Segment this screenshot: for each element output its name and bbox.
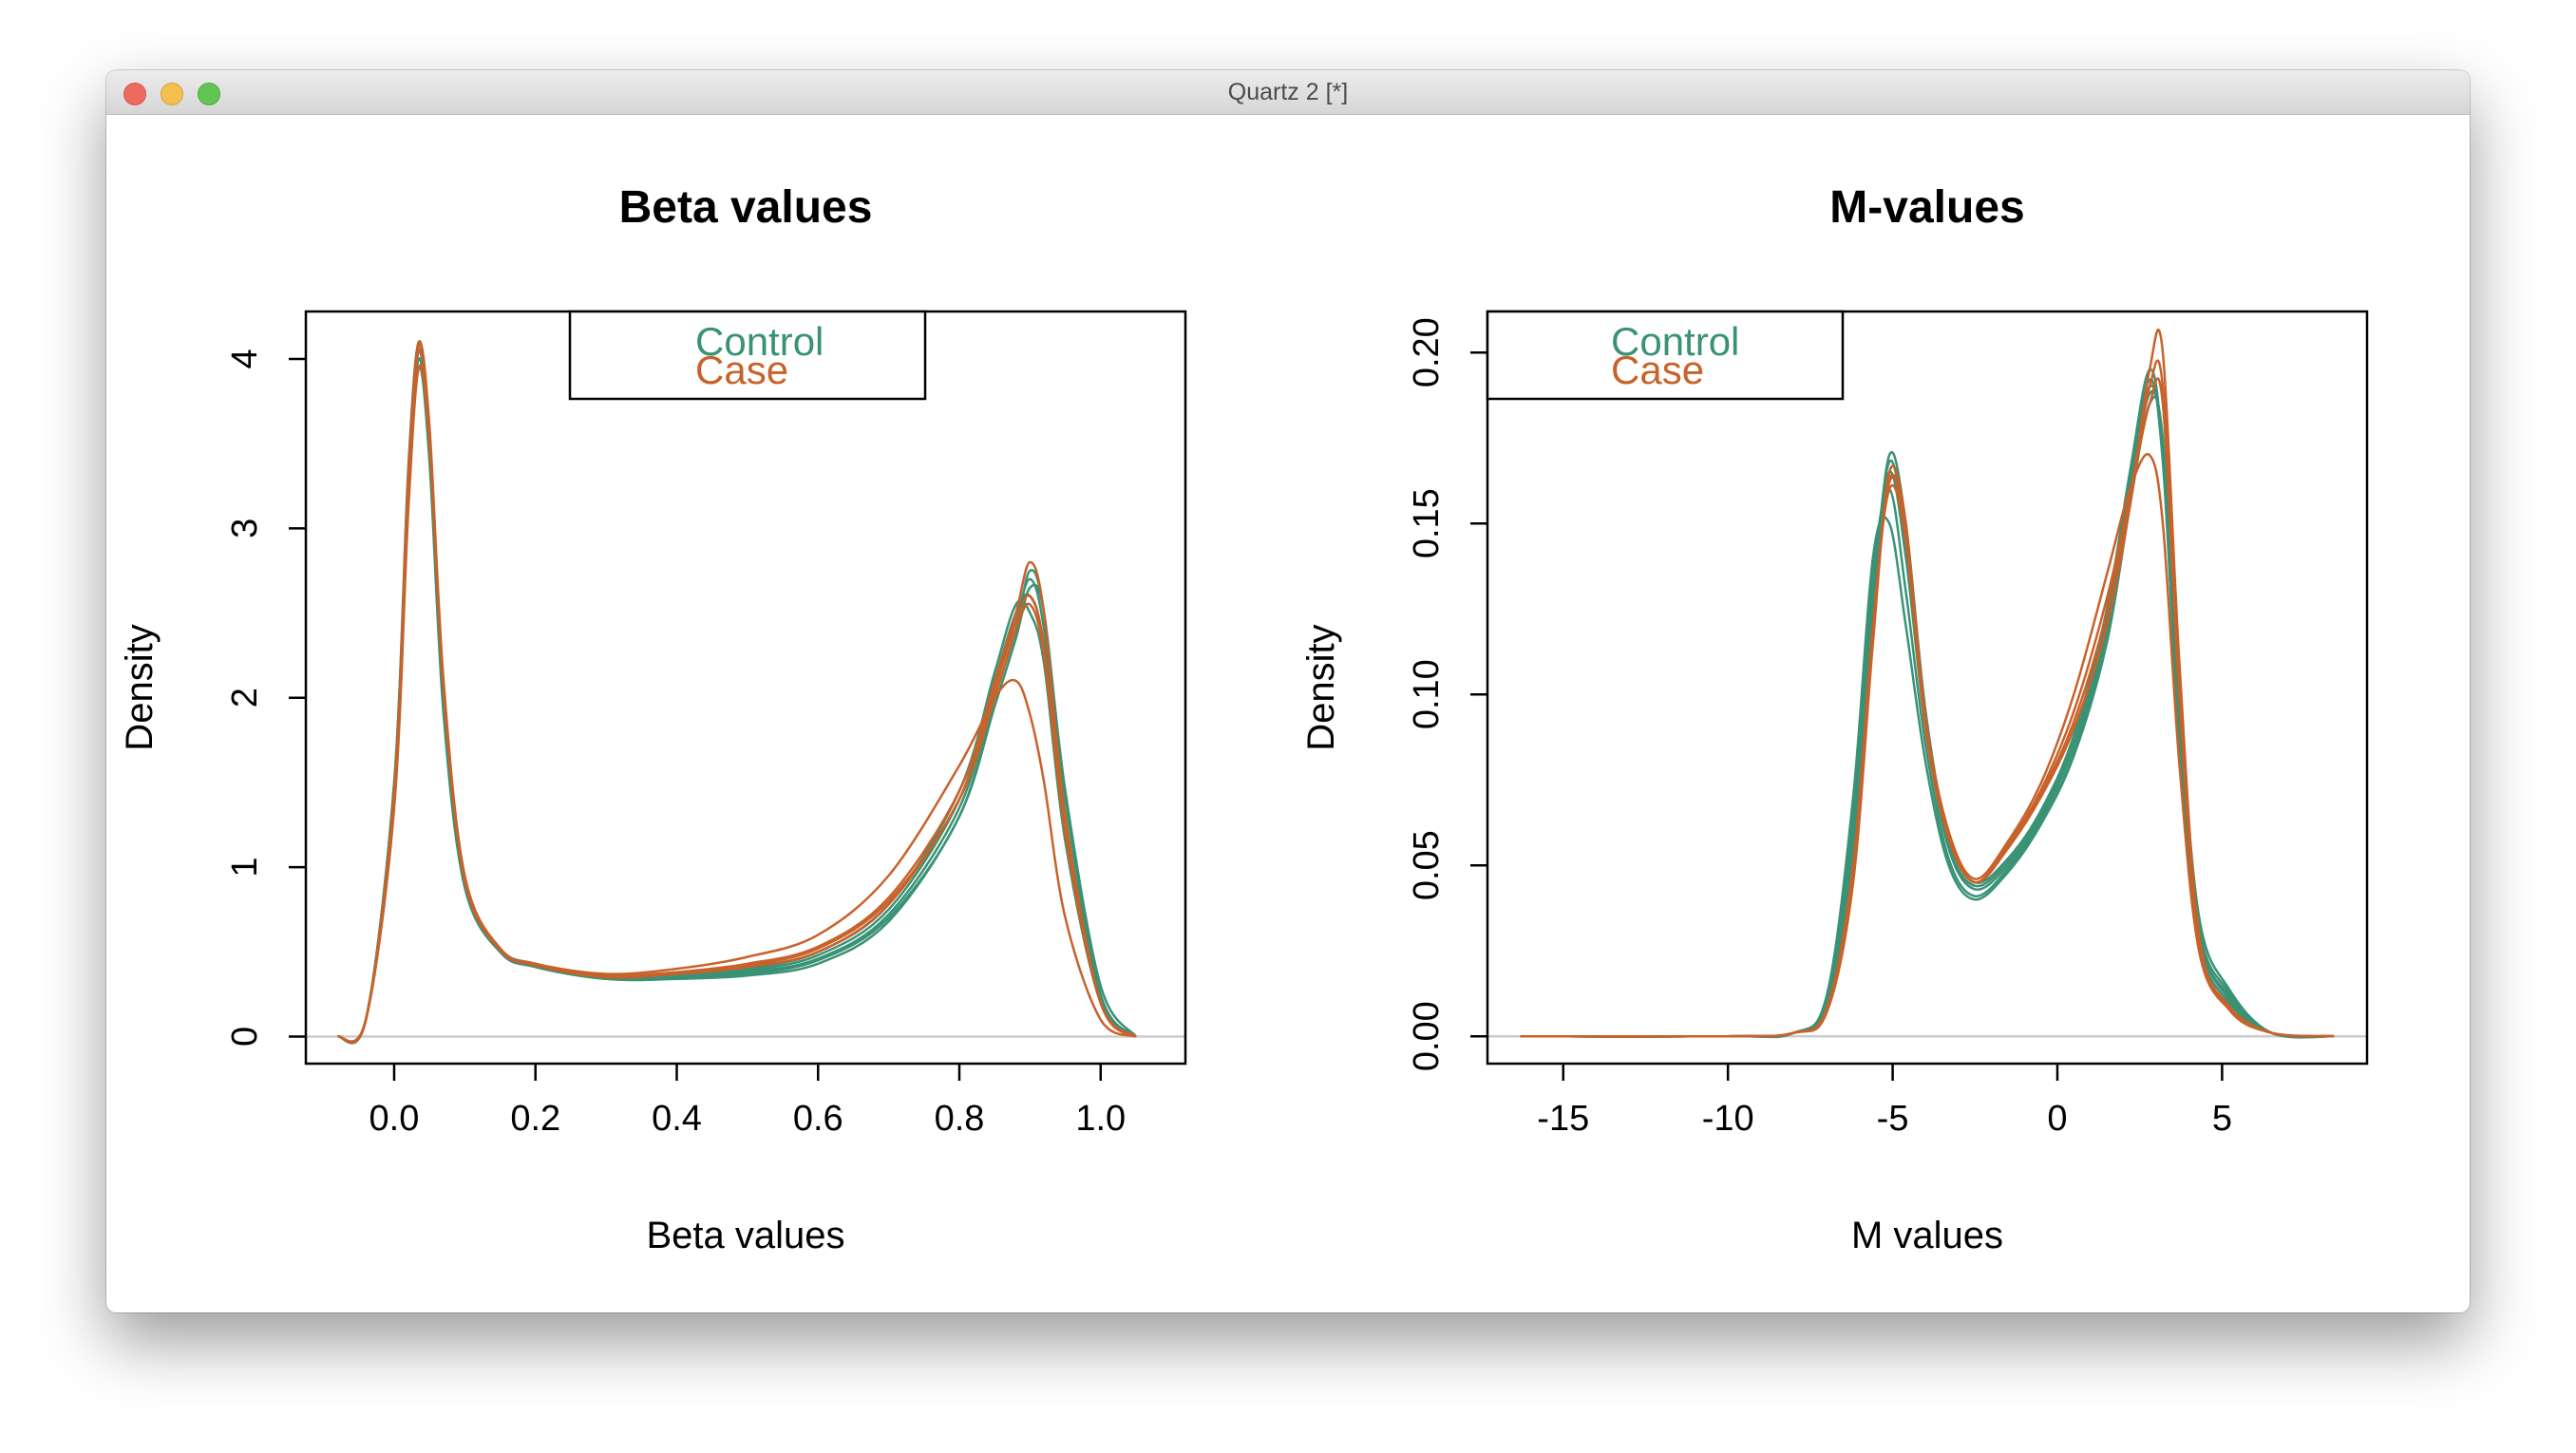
plots-canvas: Beta values 0.0 0.2 0.4 0.6 0.8 1.0 0 1 2 3 4 Beta v… — [119, 182, 2369, 1256]
zoom-window-button[interactable] — [198, 83, 220, 105]
quartz-window: Quartz 2 [*] Beta values 0.0 0.2 0.4 0.6 0.8 1… — [106, 70, 2470, 1312]
density-curve-case — [336, 340, 1137, 1044]
plot-title: M-values — [1829, 182, 2024, 233]
x-axis-label: Beta values — [646, 1215, 844, 1256]
y-tick-label: 0 — [225, 1027, 265, 1047]
legend-entry-case: Case — [1611, 348, 1704, 392]
density-curve-case — [1520, 452, 2335, 1038]
minimize-window-button[interactable] — [161, 83, 183, 105]
density-curve-control — [336, 340, 1137, 1045]
y-tick-label: 0.15 — [1407, 488, 1447, 558]
legend-entry-control: Control — [1611, 319, 1739, 364]
y-axis-label: Density — [1300, 624, 1342, 750]
density-curve-control — [1520, 389, 2335, 1039]
legend-entry-control: Control — [695, 319, 824, 364]
window-title: Quartz 2 [*] — [1227, 79, 1349, 105]
y-tick-label: 0.05 — [1407, 830, 1447, 900]
x-axis-label: M values — [1851, 1215, 2003, 1256]
y-axis-label: Density — [119, 624, 161, 750]
x-tick-label: 0.0 — [369, 1099, 420, 1139]
density-curve-control — [336, 366, 1137, 1044]
density-curve-control — [1520, 368, 2335, 1038]
y-tick-label: 4 — [225, 349, 265, 368]
legend-box — [568, 310, 927, 401]
legend-entry-case: Case — [695, 348, 788, 392]
y-tick-label: 1 — [225, 858, 265, 877]
density-curve-case — [1520, 377, 2335, 1038]
density-plot-1: Beta values 0.0 0.2 0.4 0.6 0.8 1.0 0 1 2 3 4 Beta v… — [119, 182, 1187, 1256]
density-curve-control — [1520, 384, 2335, 1039]
x-tick-label: 5 — [2212, 1099, 2232, 1139]
x-tick-label: 0.8 — [935, 1099, 985, 1139]
x-tick-label: 0.4 — [652, 1099, 702, 1139]
title-bar[interactable]: Quartz 2 [*] — [106, 70, 2470, 115]
density-curve-control — [336, 349, 1137, 1044]
x-tick-label: -10 — [1702, 1099, 1754, 1139]
y-tick-label: 0.20 — [1407, 317, 1447, 387]
density-curve-case — [1520, 329, 2335, 1038]
density-plot-2: M-values -15 -10 -5 0 5 0.00 0.05 0.10 0.15 0.20 M … — [1300, 182, 2369, 1256]
y-tick-label: 2 — [225, 688, 265, 708]
y-tick-label: 0.10 — [1407, 659, 1447, 729]
x-tick-label: 1.0 — [1075, 1099, 1126, 1139]
legend-box — [1486, 310, 1845, 401]
x-tick-label: 0.2 — [510, 1099, 560, 1139]
x-tick-label: 0.6 — [793, 1099, 843, 1139]
density-curve-case — [336, 348, 1137, 1044]
density-curve-control — [336, 357, 1137, 1044]
density-curve-case — [336, 364, 1137, 1043]
density-curve-case — [1520, 359, 2335, 1038]
density-curve-case — [336, 342, 1137, 1044]
y-tick-label: 0.00 — [1407, 1001, 1447, 1071]
density-curve-control — [336, 340, 1137, 1045]
plot-title: Beta values — [619, 182, 873, 233]
density-curve-control — [1520, 378, 2335, 1038]
x-tick-label: -15 — [1537, 1099, 1589, 1139]
close-window-button[interactable] — [123, 83, 146, 105]
plot-frame — [1486, 310, 2369, 1066]
y-tick-label: 3 — [225, 519, 265, 538]
x-tick-label: 0 — [2047, 1099, 2067, 1139]
x-tick-label: -5 — [1877, 1099, 1909, 1139]
